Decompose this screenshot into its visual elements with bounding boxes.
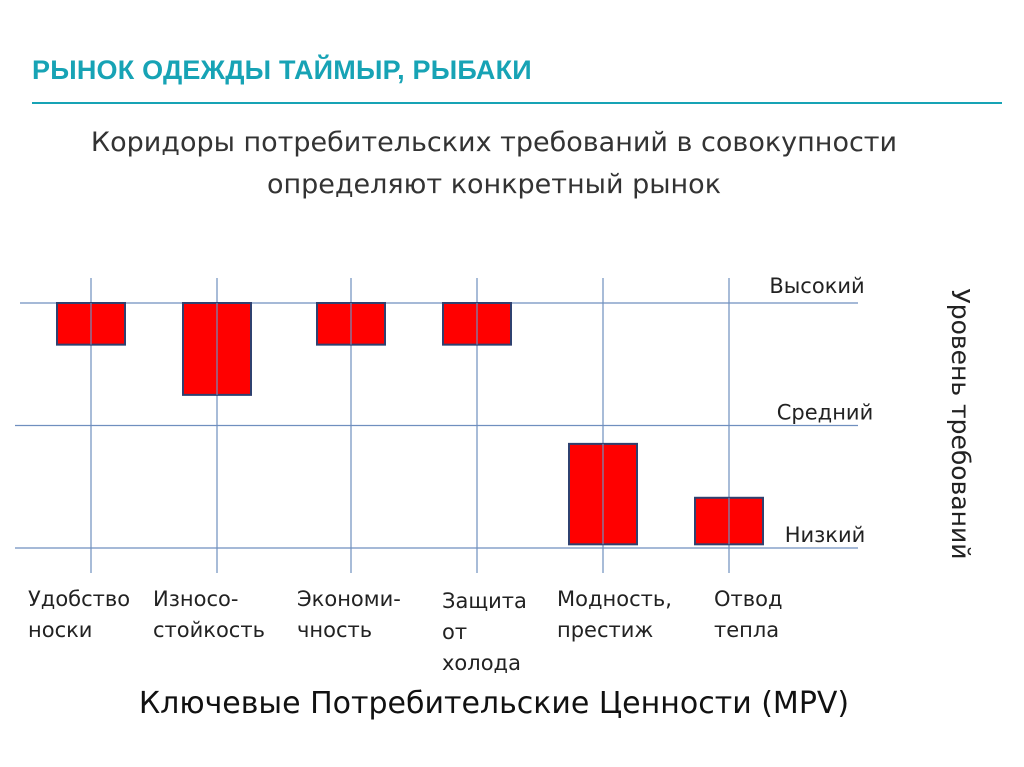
slide-title: РЫНОК ОДЕЖДЫ ТАЙМЫР, РЫБАКИ bbox=[32, 55, 532, 85]
subtitle-line-2: определяют конкретный рынок bbox=[266, 169, 722, 200]
title-divider bbox=[32, 102, 1002, 104]
subtitle: Коридоры потребительских требований в со… bbox=[0, 122, 988, 206]
category-label-3: Экономи- чность bbox=[297, 587, 401, 642]
subtitle-line-1: Коридоры потребительских требований в со… bbox=[90, 127, 898, 158]
level-label-2: Средний bbox=[777, 401, 873, 425]
category-label-2: Износо- стойкость bbox=[153, 587, 265, 642]
footer-caption: Ключевые Потребительские Ценности (MPV) bbox=[138, 686, 850, 721]
y-axis-label: Уровень требований bbox=[946, 289, 975, 560]
category-label-5: Модность, престиж bbox=[557, 587, 672, 642]
level-label-3: Низкий bbox=[785, 523, 866, 547]
category-label-6: Отвод тепла bbox=[714, 587, 783, 642]
category-label-1: Удобство носки bbox=[28, 587, 131, 642]
category-label-4: Защита от холода bbox=[442, 589, 527, 675]
level-label-1: Высокий bbox=[769, 274, 864, 298]
